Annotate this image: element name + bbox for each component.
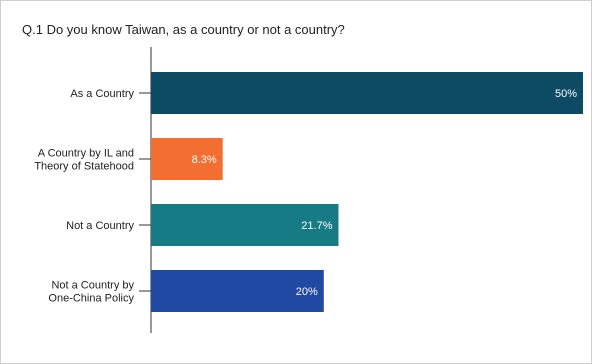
category-label: A Country by IL and Theory of Statehood	[34, 148, 134, 173]
bar	[151, 204, 339, 246]
category-label: As a Country	[70, 88, 134, 100]
category-label: Not a Country	[66, 220, 134, 232]
category-label: Not a Country by One-China Policy	[48, 280, 134, 305]
bar	[151, 138, 223, 180]
value-label: 21.7%	[301, 220, 332, 232]
value-label: 20%	[296, 286, 318, 298]
chart-title: Q.1 Do you know Taiwan, as a country or …	[22, 22, 345, 37]
bar	[151, 270, 324, 312]
value-label: 50%	[555, 88, 577, 100]
bar	[151, 72, 583, 114]
value-label: 8.3%	[192, 154, 217, 166]
